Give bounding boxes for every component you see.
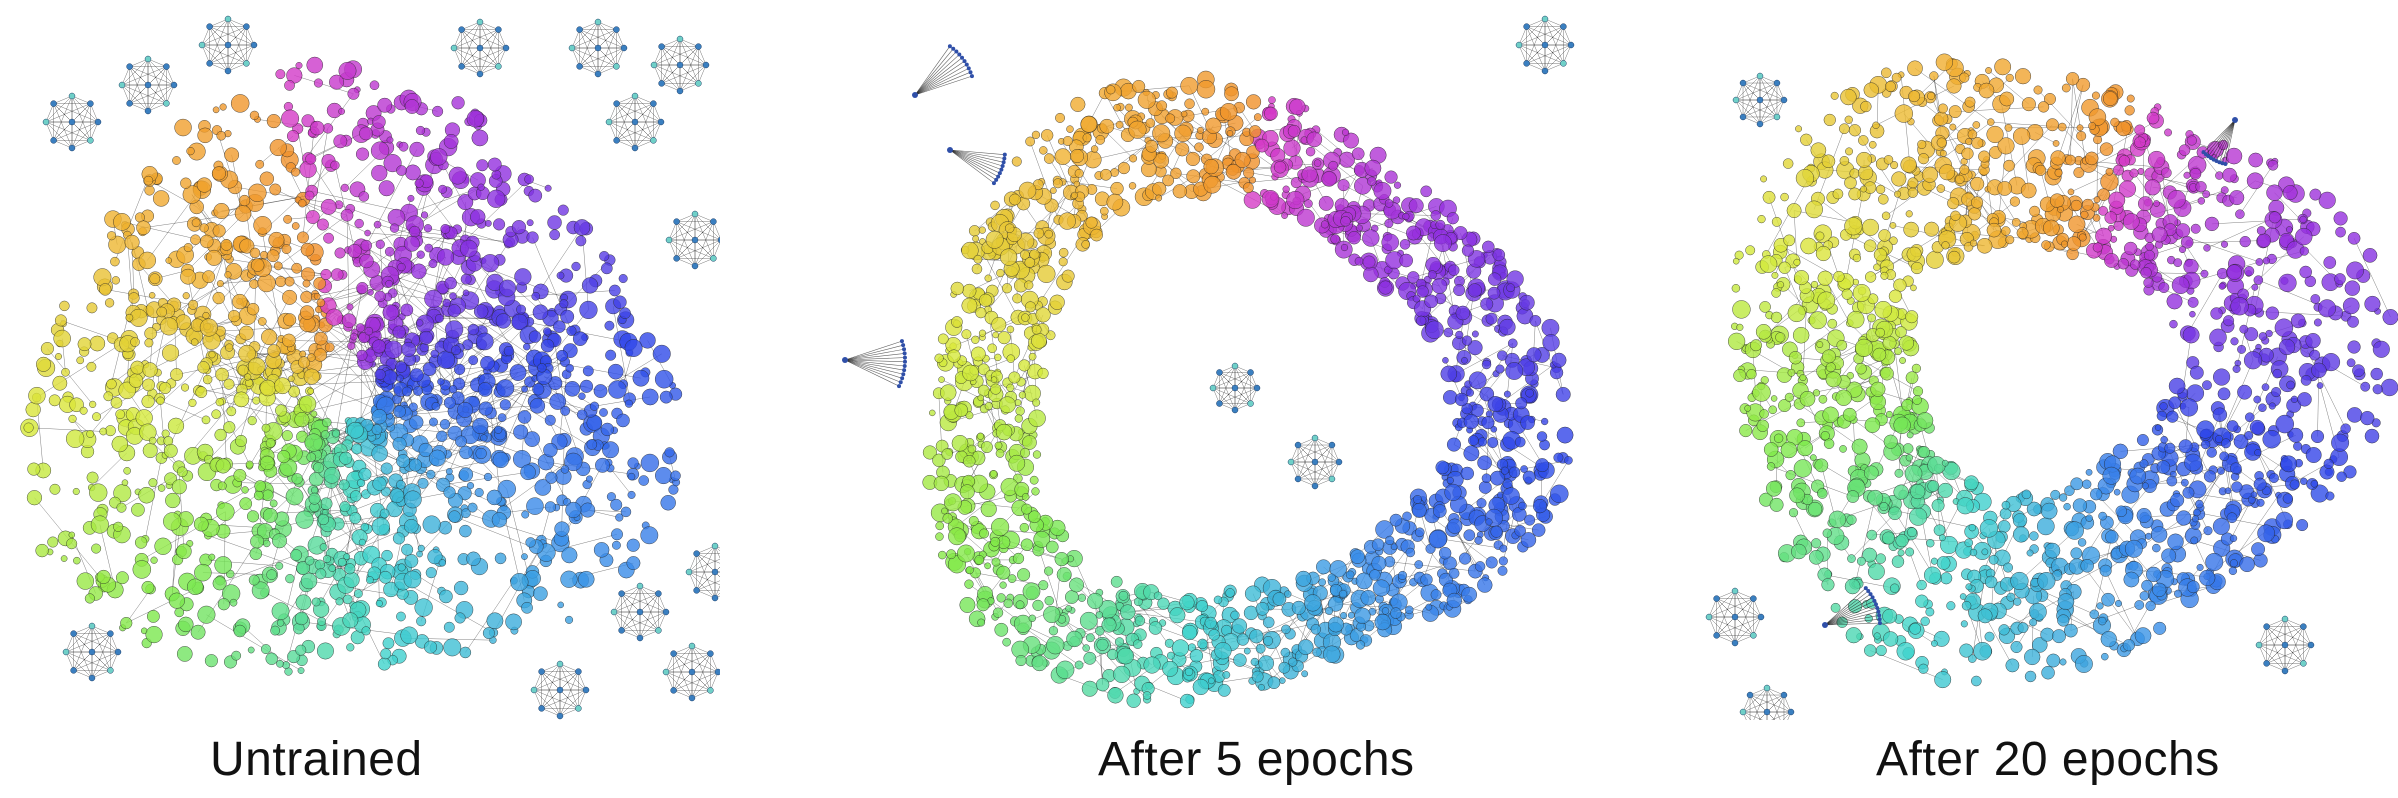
- small-graph: [62, 622, 122, 682]
- small-graph: [665, 210, 720, 270]
- small-graph: [1739, 684, 1795, 720]
- node-layer: [922, 70, 1574, 709]
- small-graph: [650, 35, 710, 95]
- caption-untrained: Untrained: [210, 733, 423, 786]
- small-graph: [1732, 72, 1788, 128]
- small-graph: [118, 55, 178, 115]
- graph-untrained: [20, 15, 720, 720]
- small-graph: [1287, 434, 1343, 490]
- fan-cluster: [2201, 117, 2238, 166]
- ring-graph: [1728, 53, 2398, 689]
- caption-after-5-epochs: After 5 epochs: [1098, 733, 1415, 786]
- small-graph: [610, 582, 670, 642]
- panel-after-5-epochs: After 5 epochs: [800, 0, 1600, 798]
- graph-after-5-epochs: [842, 15, 1575, 709]
- caption-after-20-epochs: After 20 epochs: [1876, 733, 2220, 786]
- small-graph: [1515, 15, 1575, 75]
- ring-graph: [922, 70, 1574, 709]
- small-graph: [42, 92, 102, 152]
- fan-cluster: [842, 339, 907, 389]
- small-graph: [568, 18, 628, 78]
- small-graph: [1705, 587, 1765, 647]
- small-graph: [662, 642, 720, 702]
- small-graph: [685, 542, 720, 602]
- graph-after-20-epochs: [1705, 53, 2398, 720]
- small-graph: [450, 18, 510, 78]
- small-graph: [198, 15, 258, 75]
- node-layer: [20, 56, 683, 676]
- panel-untrained: Untrained: [0, 0, 720, 798]
- small-graph: [1209, 362, 1261, 414]
- fan-cluster: [912, 44, 974, 98]
- small-graph: [530, 660, 590, 720]
- panel-after-20-epochs: After 20 epochs: [1680, 0, 2398, 798]
- ring-graph: [20, 56, 683, 676]
- fan-cluster: [947, 147, 1007, 186]
- small-graph: [605, 92, 665, 152]
- fan-cluster: [1822, 586, 1882, 628]
- small-graph: [2255, 615, 2315, 675]
- node-layer: [1728, 53, 2398, 689]
